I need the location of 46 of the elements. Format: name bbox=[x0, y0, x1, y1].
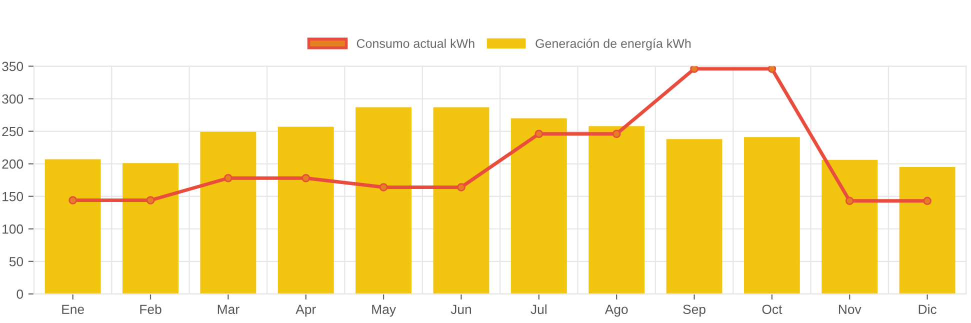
bar bbox=[666, 139, 722, 294]
point bbox=[612, 130, 621, 138]
x-tick-label: Feb bbox=[140, 304, 162, 314]
bar bbox=[278, 126, 334, 294]
point bbox=[224, 174, 232, 182]
y-tick-label: 50 bbox=[9, 256, 24, 266]
point bbox=[302, 174, 310, 182]
bar bbox=[356, 107, 412, 294]
y-tick-label: 100 bbox=[2, 224, 24, 234]
bar bbox=[200, 132, 256, 294]
x-tick-label: Jun bbox=[450, 304, 472, 314]
point bbox=[534, 130, 544, 138]
bar bbox=[433, 107, 490, 294]
y-tick-label: 150 bbox=[2, 192, 24, 202]
y-tick-label: 300 bbox=[2, 94, 24, 104]
y-tick-label: 250 bbox=[2, 126, 24, 136]
bar bbox=[822, 160, 878, 294]
bar bbox=[588, 126, 645, 294]
x-tick-label: May bbox=[372, 304, 396, 317]
legend-label: Consumo actual kWh bbox=[356, 38, 474, 48]
x-tick-label: Ene bbox=[62, 304, 84, 314]
x-tick-label: Ago bbox=[604, 304, 628, 317]
bar bbox=[510, 118, 567, 294]
point bbox=[457, 183, 466, 192]
point bbox=[690, 66, 698, 73]
x-tick-label: Oct bbox=[762, 304, 782, 314]
x-tick-label: Sep bbox=[683, 304, 706, 317]
bar bbox=[744, 137, 800, 294]
x-tick-label: Jul bbox=[530, 304, 546, 314]
point bbox=[923, 196, 932, 206]
bar bbox=[899, 167, 956, 294]
point bbox=[146, 196, 155, 204]
x-tick-label: Dic bbox=[918, 304, 936, 314]
x-tick-label: Apr bbox=[296, 304, 316, 317]
point bbox=[768, 66, 776, 73]
y-tick-label: 0 bbox=[16, 289, 24, 299]
y-tick-label: 350 bbox=[2, 62, 24, 72]
x-tick-label: Mar bbox=[218, 304, 240, 314]
bar bbox=[44, 159, 101, 294]
bar bbox=[122, 163, 178, 294]
point bbox=[68, 196, 77, 204]
legend-label: Generación de energía kWh bbox=[536, 38, 691, 50]
point bbox=[845, 196, 854, 206]
x-tick-label: Nov bbox=[838, 304, 862, 314]
y-tick-label: 200 bbox=[2, 159, 24, 169]
point bbox=[379, 183, 388, 192]
